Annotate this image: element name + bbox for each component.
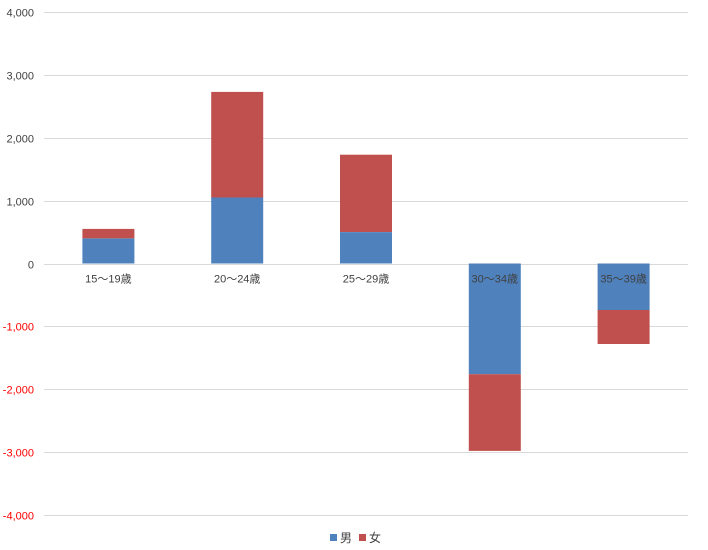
legend-label: 男 <box>340 531 352 545</box>
x-tick-label: 35～39歳 <box>600 273 646 286</box>
bar-segment <box>597 310 650 344</box>
legend-swatch <box>330 534 337 541</box>
bar-segment <box>468 374 521 451</box>
x-tick-label: 20～24歳 <box>214 273 260 286</box>
x-tick-label: 15～19歳 <box>85 273 131 286</box>
y-axis-tick-labels: 4,000 3,000 2,000 1,000 0 -1,000 -2,000 -3,000 -… <box>3 8 34 523</box>
y-tick-label: 0 <box>28 260 34 272</box>
bar-segment <box>82 228 135 239</box>
bar-segment <box>211 91 264 198</box>
y-tick-label: -4,000 <box>3 511 34 523</box>
y-tick-label: 4,000 <box>6 8 34 20</box>
bar-segment <box>82 238 135 264</box>
bar-segment <box>468 263 521 375</box>
y-tick-label: -2,000 <box>3 385 34 397</box>
bar-segment <box>597 263 650 310</box>
x-tick-label: 30～34歳 <box>472 273 518 286</box>
y-tick-label: 3,000 <box>6 71 34 83</box>
bar-segment <box>340 232 392 264</box>
y-tick-label: 1,000 <box>6 197 34 209</box>
bar-segment <box>340 154 392 232</box>
x-axis-tick-labels: 15～19歳 20～24歳 25～29歳 30～34歳 35～39歳 <box>85 273 647 286</box>
gridlines <box>44 12 688 516</box>
bar-segment <box>211 197 264 264</box>
legend: 男女 <box>330 530 381 545</box>
y-tick-label: 2,000 <box>6 134 34 146</box>
legend-label: 女 <box>369 530 381 545</box>
x-tick-label: 25～29歳 <box>343 273 389 286</box>
y-tick-label: -3,000 <box>3 448 34 460</box>
y-tick-label: -1,000 <box>3 322 34 334</box>
legend-swatch <box>359 534 366 541</box>
bars <box>82 91 650 451</box>
